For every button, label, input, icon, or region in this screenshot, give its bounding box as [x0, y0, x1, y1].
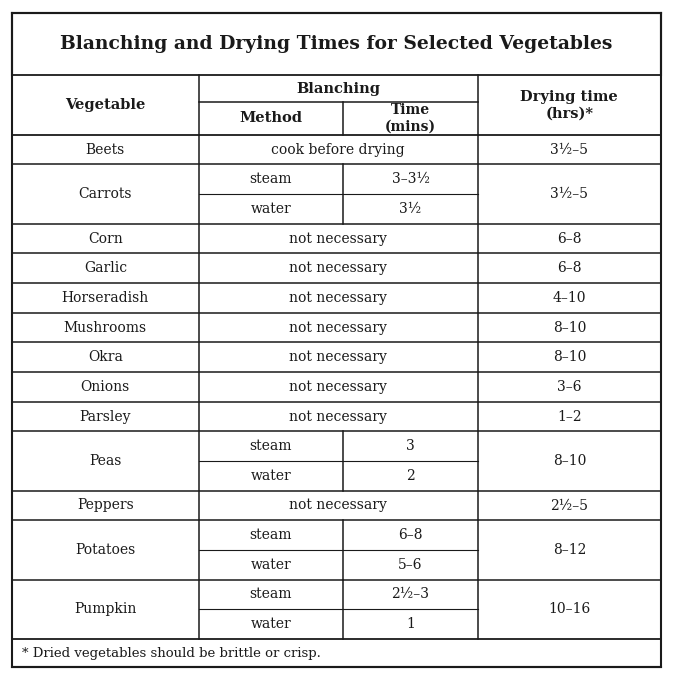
Text: Vegetable: Vegetable	[65, 98, 145, 112]
Text: 3–3½: 3–3½	[392, 173, 429, 186]
Text: Garlic: Garlic	[83, 262, 127, 275]
Text: 8–10: 8–10	[553, 321, 586, 334]
Text: 10–16: 10–16	[548, 603, 590, 616]
Text: not necessary: not necessary	[289, 350, 387, 364]
Text: 8–10: 8–10	[553, 454, 586, 468]
Text: not necessary: not necessary	[289, 499, 387, 512]
Text: Peas: Peas	[89, 454, 122, 468]
Text: 3½: 3½	[399, 202, 422, 216]
Text: Okra: Okra	[88, 350, 122, 364]
Text: Method: Method	[240, 111, 302, 125]
Text: steam: steam	[250, 528, 292, 542]
Text: not necessary: not necessary	[289, 410, 387, 423]
Text: not necessary: not necessary	[289, 262, 387, 275]
Text: 1: 1	[406, 617, 415, 631]
Text: 1–2: 1–2	[557, 410, 581, 423]
Text: cook before drying: cook before drying	[271, 143, 405, 156]
Text: water: water	[250, 469, 291, 483]
Text: Pumpkin: Pumpkin	[74, 603, 137, 616]
Text: * Dried vegetables should be brittle or crisp.: * Dried vegetables should be brittle or …	[22, 646, 321, 660]
Text: Blanching: Blanching	[296, 82, 380, 96]
Text: water: water	[250, 558, 291, 572]
Text: Beets: Beets	[85, 143, 125, 156]
Text: not necessary: not necessary	[289, 321, 387, 334]
Text: 3–6: 3–6	[557, 380, 581, 394]
Text: Blanching and Drying Times for Selected Vegetables: Blanching and Drying Times for Selected …	[61, 36, 612, 53]
Text: Peppers: Peppers	[77, 499, 134, 512]
Text: 6–8: 6–8	[557, 232, 581, 245]
Text: 2½–3: 2½–3	[392, 588, 429, 601]
Text: 8–12: 8–12	[553, 543, 586, 557]
Text: 5–6: 5–6	[398, 558, 423, 572]
Text: 3½–5: 3½–5	[551, 187, 588, 201]
Text: Drying time
(hrs)*: Drying time (hrs)*	[520, 90, 618, 120]
Text: water: water	[250, 202, 291, 216]
Text: 4–10: 4–10	[553, 291, 586, 305]
Text: steam: steam	[250, 439, 292, 453]
Text: 6–8: 6–8	[398, 528, 423, 542]
Text: 2: 2	[406, 469, 415, 483]
Text: Time
(mins): Time (mins)	[385, 103, 436, 133]
Text: Parsley: Parsley	[79, 410, 131, 423]
Text: not necessary: not necessary	[289, 291, 387, 305]
Text: 6–8: 6–8	[557, 262, 581, 275]
Text: water: water	[250, 617, 291, 631]
Text: Potatoes: Potatoes	[75, 543, 135, 557]
Text: not necessary: not necessary	[289, 380, 387, 394]
Text: 3½–5: 3½–5	[551, 143, 588, 156]
Text: Onions: Onions	[81, 380, 130, 394]
Text: 8–10: 8–10	[553, 350, 586, 364]
Text: Mushrooms: Mushrooms	[64, 321, 147, 334]
Text: Corn: Corn	[88, 232, 122, 245]
Text: Horseradish: Horseradish	[62, 291, 149, 305]
Text: steam: steam	[250, 588, 292, 601]
Text: Carrots: Carrots	[79, 187, 132, 201]
Text: 3: 3	[406, 439, 415, 453]
Text: steam: steam	[250, 173, 292, 186]
Text: not necessary: not necessary	[289, 232, 387, 245]
Text: 2½–5: 2½–5	[551, 499, 588, 512]
